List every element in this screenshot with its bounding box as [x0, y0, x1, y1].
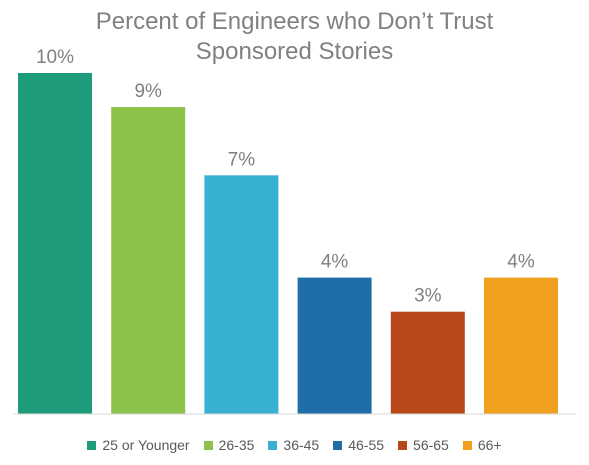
- legend-swatch-1: [87, 440, 97, 450]
- legend-item-4: 46-55: [333, 437, 384, 453]
- chart-title-line-1: Percent of Engineers who Don’t Trust: [95, 8, 494, 35]
- data-label-5: 3%: [414, 286, 442, 307]
- legend-item-5: 56-65: [398, 437, 449, 453]
- data-label-3: 7%: [228, 149, 256, 170]
- legend-swatch-6: [462, 440, 472, 450]
- data-label-4: 4%: [321, 252, 349, 273]
- legend-item-6: 66+: [462, 437, 502, 453]
- data-label-2: 9%: [134, 81, 162, 102]
- legend-label-2: 26-35: [218, 437, 255, 453]
- legend-swatch-2: [203, 440, 213, 450]
- data-label-6: 4%: [507, 252, 535, 273]
- legend-item-2: 26-35: [203, 437, 255, 453]
- bar-5: [390, 311, 465, 414]
- legend-swatch-5: [398, 440, 408, 450]
- bar-3: [204, 175, 279, 414]
- legend-item-1: 25 or Younger: [87, 437, 190, 453]
- legend-label-6: 66+: [477, 437, 502, 453]
- chart-title-line-2: Sponsored Stories: [195, 38, 394, 65]
- legend: 25 or Younger 26-35 36-45 46-55 56-65 66+: [0, 437, 589, 453]
- legend-swatch-4: [333, 440, 343, 450]
- bar-6: [484, 277, 558, 414]
- legend-label-3: 36-45: [283, 437, 320, 453]
- data-label-1: 10%: [36, 47, 74, 68]
- legend-swatch-3: [268, 440, 278, 450]
- legend-item-3: 36-45: [268, 437, 319, 453]
- chart-title: Percent of Engineers who Don’t Trust Spo…: [0, 7, 589, 67]
- legend-label-5: 56-65: [413, 437, 449, 453]
- bars-group: 10% 9% 7% 4% 3% 4%: [18, 47, 558, 414]
- legend-label-1: 25 or Younger: [102, 437, 190, 453]
- bar-1: [18, 73, 92, 414]
- bar-4: [297, 277, 372, 414]
- bar-2: [111, 107, 186, 414]
- legend-label-4: 46-55: [348, 437, 385, 453]
